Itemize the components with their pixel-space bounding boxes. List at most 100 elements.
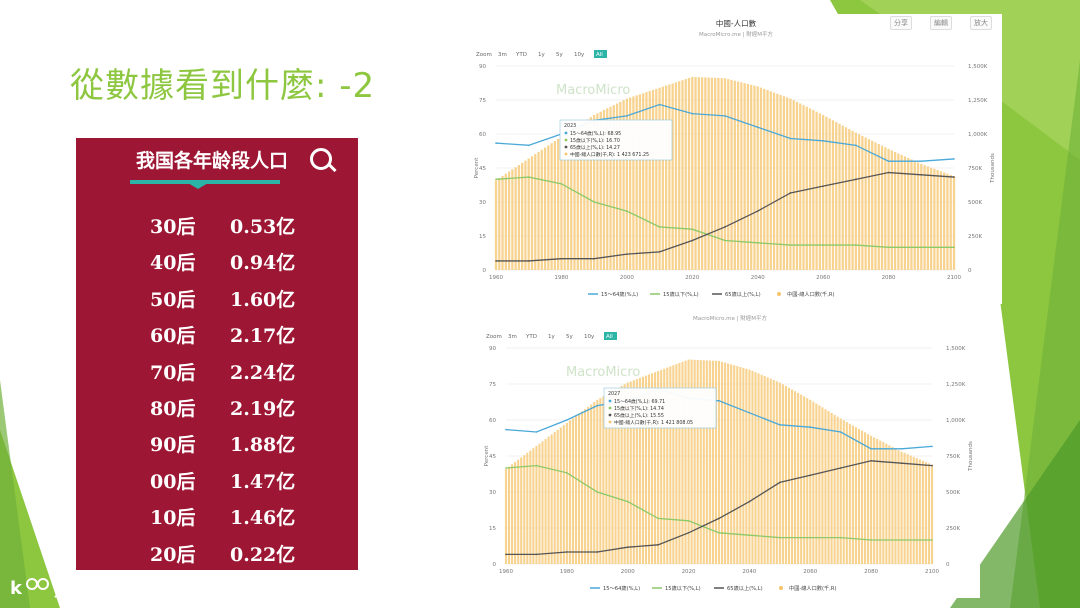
population-bar xyxy=(769,91,772,271)
population-bar xyxy=(790,389,794,564)
population-bar xyxy=(754,372,757,564)
range-button[interactable]: All xyxy=(594,50,607,58)
range-button-label: 1y xyxy=(548,334,555,340)
population-bar xyxy=(635,379,638,564)
x-tick-label: 2020 xyxy=(682,569,696,575)
generation-label: 50后 xyxy=(150,288,196,311)
legend-item[interactable]: 65歲以上(%,L) xyxy=(714,584,763,592)
population-bar xyxy=(574,415,578,564)
series-point xyxy=(789,192,792,194)
range-button[interactable]: 10y xyxy=(574,52,585,58)
generation-label: 90后 xyxy=(150,434,196,457)
series-point xyxy=(931,539,933,541)
range-button[interactable]: 3m xyxy=(498,52,507,58)
population-bar xyxy=(946,173,949,270)
chart-subtitle: MacroMicro.me | 財經M平方 xyxy=(693,314,767,322)
population-bar xyxy=(615,103,619,270)
population-bar xyxy=(803,396,806,564)
population-bar xyxy=(805,106,808,270)
range-button-label: 5y xyxy=(566,334,573,340)
legend-item[interactable]: 15～64歲(%,L) xyxy=(590,584,640,592)
population-bar xyxy=(921,460,924,564)
share-button[interactable]: 分享 xyxy=(890,16,912,30)
range-button[interactable]: 10y xyxy=(584,334,595,340)
series-point xyxy=(887,246,890,249)
population-bar xyxy=(786,97,789,270)
series-point xyxy=(870,460,872,462)
y-axis-label: Percent xyxy=(484,445,490,467)
population-bar xyxy=(704,77,707,270)
generation-label: 80后 xyxy=(150,398,196,420)
population-chart-top[interactable]: 中國-人口數 MacroMicro.me | 財經M平方 Zoom 3m YTD 1y 5y… xyxy=(470,14,1002,304)
population-bar xyxy=(769,378,772,564)
population-bar xyxy=(609,106,612,270)
x-tick-label: 2060 xyxy=(803,569,817,575)
population-bar xyxy=(795,101,799,271)
y-right-tick-label: 1,250K xyxy=(946,382,966,388)
legend-item[interactable]: 15歲以下(%,L) xyxy=(652,584,701,592)
tooltip-box xyxy=(559,119,673,161)
population-bar xyxy=(920,163,923,270)
series-point xyxy=(822,185,824,187)
legend-item[interactable]: 中國-總人口數(千,R) xyxy=(779,584,837,592)
population-bar xyxy=(757,373,760,564)
population-bar xyxy=(772,379,775,564)
population-bar xyxy=(809,399,812,564)
population-bar xyxy=(565,422,568,564)
y-right-tick-label: 750K xyxy=(968,166,982,172)
range-button[interactable]: YTD xyxy=(525,334,537,340)
series-point xyxy=(596,491,599,493)
range-button[interactable]: 5y xyxy=(556,52,563,58)
population-bar xyxy=(915,458,918,564)
tooltip-year: 2027 xyxy=(608,391,620,397)
range-button[interactable]: YTD xyxy=(515,52,527,58)
chart-watermark: MacroMicro xyxy=(566,365,640,380)
chart-watermark: MacroMicro xyxy=(556,83,630,98)
population-bar xyxy=(666,367,669,564)
population-bar xyxy=(924,462,927,564)
population-bar xyxy=(671,83,674,271)
range-button[interactable]: All xyxy=(604,332,617,340)
population-bar xyxy=(806,398,809,564)
population-bar xyxy=(538,443,541,564)
legend-item[interactable]: 65歲以上(%,L) xyxy=(712,290,761,298)
population-chart-bottom[interactable]: MacroMicro.me | 財經M平方 Zoom 3m YTD 1y 5y 10y All… xyxy=(480,310,980,598)
series-point xyxy=(920,160,923,162)
population-bar xyxy=(730,364,733,564)
series-point xyxy=(855,178,857,181)
population-bar xyxy=(557,138,560,270)
tooltip-marker xyxy=(564,152,568,156)
population-bar xyxy=(664,85,668,270)
edit-button[interactable]: 編輯 xyxy=(930,16,952,30)
population-bar xyxy=(650,373,654,564)
range-button[interactable]: 3m xyxy=(508,334,517,340)
series-point xyxy=(566,551,568,553)
legend-item[interactable]: 15～64歲(%,L) xyxy=(588,290,638,298)
population-bar xyxy=(684,79,687,270)
population-bar xyxy=(815,403,818,564)
series-point xyxy=(593,257,595,260)
series-point xyxy=(789,137,792,140)
range-button[interactable]: 1y xyxy=(548,334,555,340)
enlarge-button[interactable]: 放大 xyxy=(970,16,992,30)
legend-item[interactable]: 15歲以下(%,L) xyxy=(650,290,699,298)
population-bar xyxy=(638,377,641,564)
search-icon xyxy=(310,148,332,170)
population-bar xyxy=(511,169,514,270)
range-button[interactable]: 5y xyxy=(566,334,573,340)
population-bar xyxy=(821,114,825,271)
population-bar xyxy=(612,105,615,270)
population-bar xyxy=(678,362,681,564)
range-button[interactable]: 1y xyxy=(538,52,545,58)
population-bar xyxy=(857,428,861,564)
y-tick-label: 90 xyxy=(489,346,496,352)
series-point xyxy=(535,431,538,433)
population-bar xyxy=(602,396,605,564)
chart-subtitle: MacroMicro.me | 財經M平方 xyxy=(699,30,773,38)
x-tick-label: 2100 xyxy=(947,275,961,281)
population-bar xyxy=(635,95,638,270)
tooltip-marker xyxy=(564,131,568,135)
population-bar xyxy=(825,116,828,270)
population-bar xyxy=(867,434,870,564)
legend-item[interactable]: 中國-總人口數(千,R) xyxy=(777,290,835,298)
